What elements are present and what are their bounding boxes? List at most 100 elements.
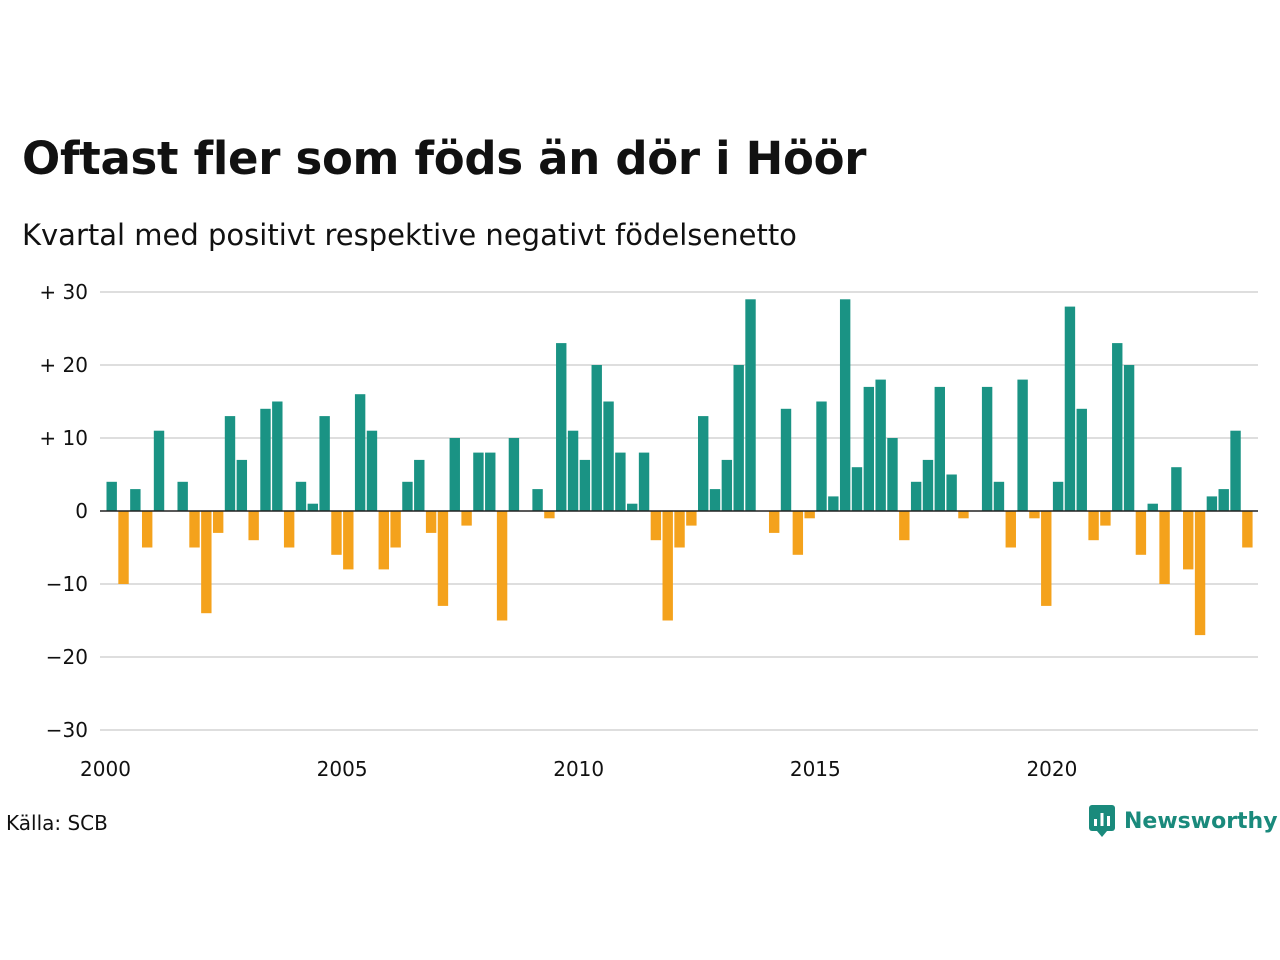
bar: [709, 489, 721, 511]
bar: [1076, 408, 1087, 511]
bar-chart: + 30 + 20 + 10 0 −10 −20 −30 2000 2005 2010 2015 20…: [39, 280, 1258, 781]
axes: + 30 + 20 + 10 0 −10 −20 −30 2000 2005 2010 2015 20…: [39, 280, 1258, 781]
brand-name: Newsworthy: [1124, 808, 1278, 834]
chart-title: Oftast fler som föds än dör i Höör: [22, 132, 867, 185]
bar: [473, 452, 484, 511]
bar: [1206, 496, 1218, 511]
bar: [354, 394, 366, 511]
bar: [201, 511, 212, 614]
bar: [485, 452, 496, 511]
bar: [839, 299, 851, 511]
bar: [236, 459, 248, 511]
bar: [591, 365, 602, 511]
bar: [981, 386, 993, 511]
bar: [130, 489, 141, 511]
bar: [1230, 430, 1241, 511]
bar: [768, 511, 780, 533]
bar: [686, 511, 697, 526]
bar: [177, 481, 188, 511]
bar: [662, 511, 673, 621]
bar: [958, 511, 969, 519]
bar: [272, 401, 283, 511]
bar: [425, 511, 437, 533]
bar: [1183, 511, 1194, 570]
x-tick-label: 2015: [790, 757, 841, 781]
bar: [993, 481, 1005, 511]
bar: [153, 430, 165, 511]
bar: [804, 511, 815, 519]
bar: [212, 511, 224, 533]
bar: [343, 511, 354, 570]
bar: [698, 416, 709, 511]
bar: [1147, 503, 1158, 511]
bar: [414, 459, 425, 511]
y-tick-label: + 30: [39, 280, 88, 304]
bar: [899, 511, 910, 541]
bar: [674, 511, 685, 548]
bar: [875, 379, 886, 511]
bar: [816, 401, 827, 511]
bar: [461, 511, 472, 526]
y-tick-label: −30: [46, 718, 88, 742]
x-tick-label: 2005: [317, 757, 368, 781]
bar: [1052, 481, 1064, 511]
bar: [567, 430, 579, 511]
bar: [1088, 511, 1099, 541]
x-tick-label: 2020: [1026, 757, 1077, 781]
bar: [922, 459, 934, 511]
bar: [946, 474, 957, 511]
bar: [556, 343, 567, 511]
bar: [260, 408, 271, 511]
bar: [532, 489, 543, 511]
y-tick-label: −20: [46, 645, 88, 669]
bar: [1029, 511, 1040, 519]
bar: [1064, 306, 1076, 511]
bar: [745, 299, 756, 511]
bar: [934, 386, 945, 511]
bar: [390, 511, 401, 548]
source-note: Källa: SCB: [6, 811, 108, 835]
x-tick-label: 2000: [80, 757, 131, 781]
x-tick-label: 2010: [553, 757, 604, 781]
bar: [650, 511, 662, 541]
bar: [828, 496, 839, 511]
bar: [1171, 467, 1182, 511]
bar: [1041, 511, 1052, 606]
bar: [615, 452, 626, 511]
bar: [1135, 511, 1147, 555]
bar: [733, 365, 744, 511]
bar: [224, 416, 236, 511]
bar: [1100, 511, 1111, 526]
bar: [307, 503, 319, 511]
newsworthy-logo-icon: [1089, 805, 1115, 837]
bar: [851, 467, 863, 511]
bar: [721, 459, 733, 511]
bar: [437, 511, 449, 606]
bar: [189, 511, 200, 548]
bar: [863, 386, 875, 511]
bar: [508, 438, 520, 511]
y-tick-label: + 10: [39, 426, 88, 450]
y-tick-label: 0: [75, 499, 88, 523]
y-tick-label: −10: [46, 572, 88, 596]
bar: [780, 408, 792, 511]
bar: [141, 511, 153, 548]
bar: [887, 438, 898, 511]
bar: [106, 481, 117, 511]
bar: [1112, 343, 1123, 511]
bar: [627, 503, 638, 511]
bar: [248, 511, 259, 541]
bar: [603, 401, 614, 511]
bar: [366, 430, 378, 511]
bar: [792, 511, 804, 555]
bar: [638, 452, 650, 511]
bar: [378, 511, 389, 570]
bar: [496, 511, 508, 621]
grid-lines: [100, 291, 1258, 731]
bar: [1017, 379, 1028, 511]
bar: [1159, 511, 1170, 584]
bar: [118, 511, 129, 584]
bar: [402, 481, 413, 511]
bar: [449, 438, 460, 511]
bar: [1194, 511, 1206, 636]
